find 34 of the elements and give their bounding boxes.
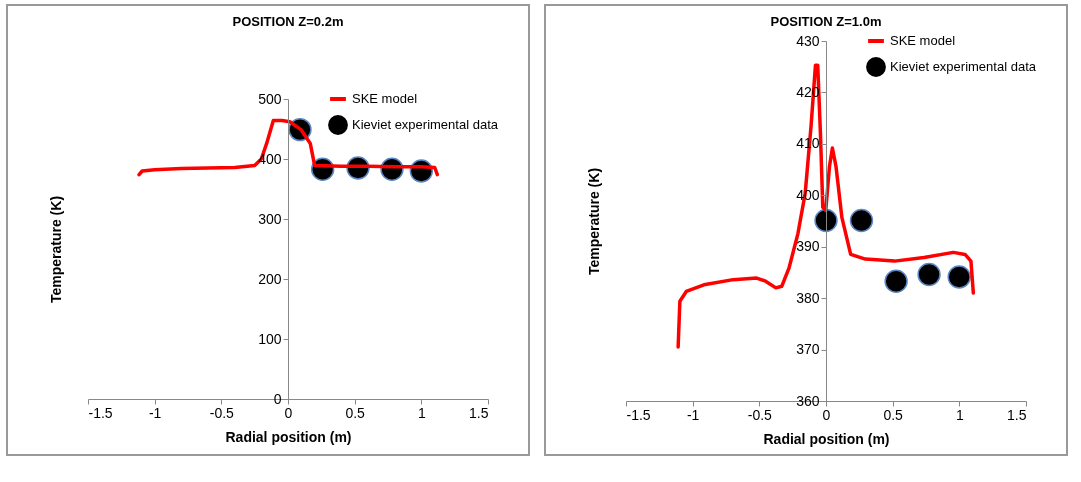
y-axis-title: Temperature (K) <box>585 167 602 276</box>
legend-label: Kieviet experimental data <box>352 117 499 132</box>
x-axis-title: Radial position (m) <box>763 430 890 447</box>
chart-title: POSITION Z=0.2m <box>232 14 344 29</box>
x-tick-label: -1 <box>148 404 162 421</box>
x-tick-label: 0 <box>822 406 831 423</box>
x-tick-label: 0.5 <box>883 406 904 423</box>
x-tick-label: 1.5 <box>1007 406 1027 423</box>
x-tick-label: -0.5 <box>209 404 235 421</box>
legend-label: SKE model <box>890 33 956 48</box>
y-tick-label: 390 <box>796 238 820 255</box>
y-tick-label: 200 <box>258 270 282 287</box>
y-tick-label: 430 <box>796 32 820 49</box>
y-tick-label: 500 <box>258 90 282 107</box>
x-tick-label: -1.5 <box>88 404 113 421</box>
y-axis-title: Temperature (K) <box>47 195 64 304</box>
y-tick-label: 380 <box>796 289 820 306</box>
x-tick-label: -0.5 <box>747 406 773 423</box>
x-tick-label: 1.5 <box>469 404 489 421</box>
legend-label: SKE model <box>352 91 418 106</box>
x-tick-label: -1 <box>686 406 700 423</box>
y-tick-label: 0 <box>273 390 282 407</box>
legend-label: Kieviet experimental data <box>890 59 1037 74</box>
x-tick-label: 0 <box>284 404 293 421</box>
y-tick-label: 360 <box>796 392 820 409</box>
y-tick-label: 370 <box>796 341 820 358</box>
x-tick-label: 1 <box>955 406 964 423</box>
x-axis-title: Radial position (m) <box>225 428 352 445</box>
y-tick-label: 300 <box>258 210 282 227</box>
chart-title: POSITION Z=1.0m <box>770 14 882 29</box>
y-tick-label: 100 <box>258 330 282 347</box>
x-tick-label: -1.5 <box>626 406 651 423</box>
x-tick-label: 1 <box>417 404 426 421</box>
x-tick-label: 0.5 <box>345 404 366 421</box>
